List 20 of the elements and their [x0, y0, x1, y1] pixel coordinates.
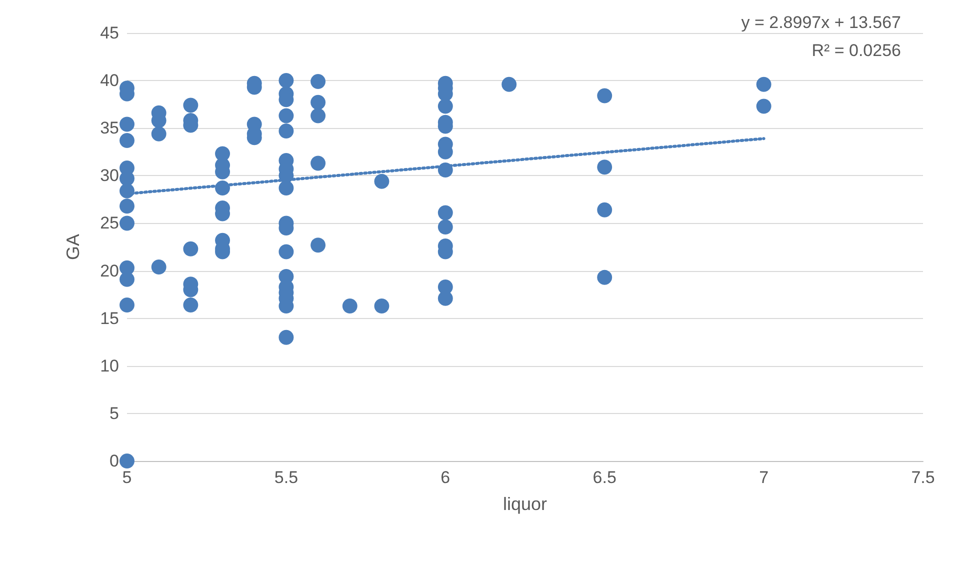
y-tick-label: 30	[100, 166, 119, 186]
y-tick-label: 35	[100, 118, 119, 138]
annotation: R² = 0.0256	[812, 41, 901, 60]
y-tick-label: 15	[100, 308, 119, 328]
x-tick-label: 6.5	[592, 468, 616, 487]
y-tick-label: 40	[100, 71, 119, 90]
y-tick-label: 10	[100, 356, 119, 376]
y-tick-label: 25	[100, 214, 119, 233]
y-tick-label: 0	[110, 452, 119, 470]
text: y = 2.8997x + 13.567	[741, 13, 901, 32]
x-tick-label: 5	[122, 468, 132, 487]
y-tick-label: 20	[100, 261, 119, 280]
y-tick-label: 5	[110, 404, 119, 423]
x-axis-title: liquor	[502, 494, 548, 514]
x-tick-label: 7	[759, 468, 769, 487]
x-tick-label: 5.5	[274, 468, 298, 487]
x-tick-label: 6	[440, 468, 450, 487]
x-tick-label: 7.5	[911, 468, 935, 487]
y-axis-title: GA	[63, 234, 83, 260]
y-tick-label: 45	[100, 24, 119, 42]
